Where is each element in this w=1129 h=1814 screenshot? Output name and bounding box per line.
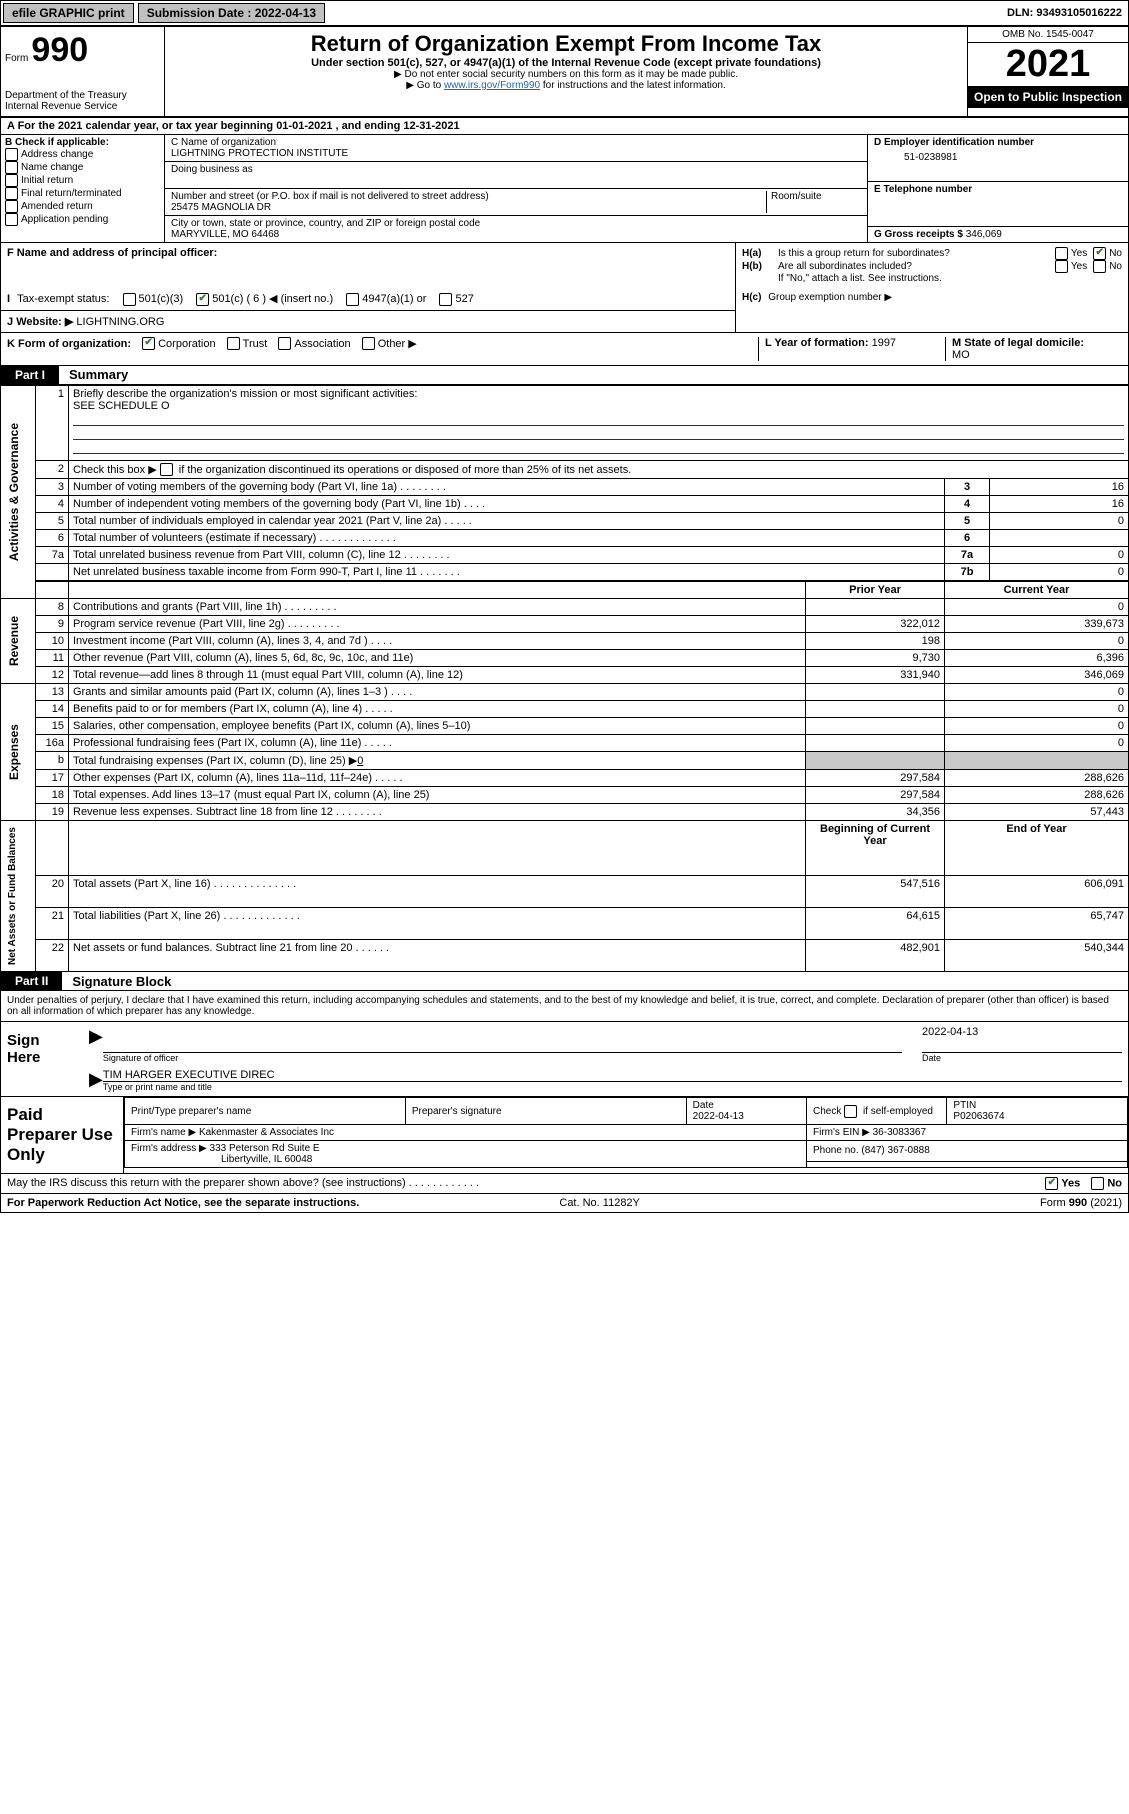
hb-no-checkbox[interactable] <box>1093 260 1106 273</box>
section-b: B Check if applicable: Address change Na… <box>1 135 165 242</box>
line-a: A For the 2021 calendar year, or tax yea… <box>0 117 1129 135</box>
ha-no-checkbox[interactable] <box>1093 247 1106 260</box>
mission-lines <box>73 412 1124 458</box>
preparer-label: Paid Preparer Use Only <box>1 1097 124 1173</box>
form-prefix: Form <box>5 53 28 64</box>
preparer-block: Paid Preparer Use Only Print/Type prepar… <box>0 1097 1129 1174</box>
part-2-header: Part II Signature Block <box>0 972 1129 991</box>
discuss-no-checkbox[interactable] <box>1091 1177 1104 1190</box>
summary-table: Activities & Governance 1 Briefly descri… <box>0 385 1129 973</box>
city-state-zip: MARYVILLE, MO 64468 <box>171 229 861 240</box>
form-header: Form 990 Department of the Treasury Inte… <box>0 26 1129 117</box>
submission-date-badge: Submission Date : 2022-04-13 <box>138 3 325 23</box>
name-change-checkbox[interactable] <box>5 161 18 174</box>
main-title: Return of Organization Exempt From Incom… <box>169 31 963 57</box>
subtitle: Under section 501(c), 527, or 4947(a)(1)… <box>169 57 963 69</box>
declaration-text: Under penalties of perjury, I declare th… <box>1 991 1128 1021</box>
discuss-row: May the IRS discuss this return with the… <box>0 1174 1129 1194</box>
hb-yes-checkbox[interactable] <box>1055 260 1068 273</box>
irs-label: Internal Revenue Service <box>5 101 160 112</box>
omb-number: OMB No. 1545-0047 <box>968 27 1128 43</box>
form990-link[interactable]: www.irs.gov/Form990 <box>444 80 540 91</box>
firm-ein: 36-3083367 <box>873 1127 926 1138</box>
501c-checkbox[interactable] <box>196 293 209 306</box>
instruction-2: ▶ Go to www.irs.gov/Form990 for instruct… <box>169 80 963 91</box>
trust-checkbox[interactable] <box>227 337 240 350</box>
part-1-header: Part I Summary <box>0 366 1129 385</box>
initial-return-checkbox[interactable] <box>5 174 18 187</box>
tax-year: 2021 <box>968 43 1128 86</box>
page-footer: For Paperwork Reduction Act Notice, see … <box>0 1194 1129 1213</box>
gross-receipts: 346,069 <box>966 229 1002 240</box>
section-f-h: F Name and address of principal officer:… <box>0 243 1129 288</box>
side-label-activities: Activities & Governance <box>5 419 23 565</box>
mission-text: SEE SCHEDULE O <box>73 400 1124 412</box>
dept-label: Department of the Treasury <box>5 90 160 101</box>
association-checkbox[interactable] <box>278 337 291 350</box>
instruction-1: ▶ Do not enter social security numbers o… <box>169 69 963 80</box>
self-employed-checkbox[interactable] <box>844 1105 857 1118</box>
name-arrow-icon: ▶ <box>89 1069 103 1092</box>
section-c: C Name of organization LIGHTNING PROTECT… <box>165 135 867 242</box>
other-checkbox[interactable] <box>362 337 375 350</box>
org-name: LIGHTNING PROTECTION INSTITUTE <box>171 148 861 159</box>
ein: 51-0238981 <box>874 148 1122 163</box>
side-label-revenue: Revenue <box>5 612 23 670</box>
line2-checkbox[interactable] <box>160 463 173 476</box>
entity-block: B Check if applicable: Address change Na… <box>0 135 1129 243</box>
amended-return-checkbox[interactable] <box>5 200 18 213</box>
527-checkbox[interactable] <box>439 293 452 306</box>
address-change-checkbox[interactable] <box>5 148 18 161</box>
street-address: 25475 MAGNOLIA DR <box>171 202 762 213</box>
sig-date: 2022-04-13 <box>922 1026 1122 1038</box>
discuss-yes-checkbox[interactable] <box>1045 1177 1058 1190</box>
section-k-l-m: K Form of organization: Corporation Trus… <box>0 333 1129 366</box>
final-return-checkbox[interactable] <box>5 187 18 200</box>
phone-label: E Telephone number <box>874 184 1122 195</box>
state-domicile: MO <box>952 349 1122 361</box>
application-pending-checkbox[interactable] <box>5 213 18 226</box>
section-d-e-g: D Employer identification number 51-0238… <box>867 135 1128 242</box>
signature-block: Under penalties of perjury, I declare th… <box>0 991 1129 1097</box>
sign-here-label: Sign Here <box>1 1022 83 1096</box>
ptin: P02063674 <box>953 1111 1121 1122</box>
signature-arrow-icon: ▶ <box>89 1026 103 1063</box>
ha-yes-checkbox[interactable] <box>1055 247 1068 260</box>
dln-label: DLN: 93493105016222 <box>1007 7 1128 19</box>
open-public-badge: Open to Public Inspection <box>968 86 1128 108</box>
501c3-checkbox[interactable] <box>123 293 136 306</box>
website: LIGHTNING.ORG <box>76 316 164 328</box>
corporation-checkbox[interactable] <box>142 337 155 350</box>
efile-print-button[interactable]: efile GRAPHIC print <box>3 3 134 23</box>
form-footer: Form 990 (2021) <box>1040 1197 1122 1209</box>
firm-name: Kakenmaster & Associates Inc <box>199 1127 334 1138</box>
side-label-net-assets: Net Assets or Fund Balances <box>5 823 20 969</box>
year-formation: 1997 <box>872 337 896 349</box>
officer-name: TIM HARGER EXECUTIVE DIREC <box>103 1069 1122 1081</box>
side-label-expenses: Expenses <box>5 720 23 784</box>
cat-no: Cat. No. 11282Y <box>559 1197 640 1209</box>
top-bar: efile GRAPHIC print Submission Date : 20… <box>0 0 1129 26</box>
section-i-j: I Tax-exempt status: 501(c)(3) 501(c) ( … <box>0 288 1129 333</box>
form-number: 990 <box>31 31 88 69</box>
firm-phone: (847) 367-0888 <box>861 1145 929 1156</box>
4947-checkbox[interactable] <box>346 293 359 306</box>
